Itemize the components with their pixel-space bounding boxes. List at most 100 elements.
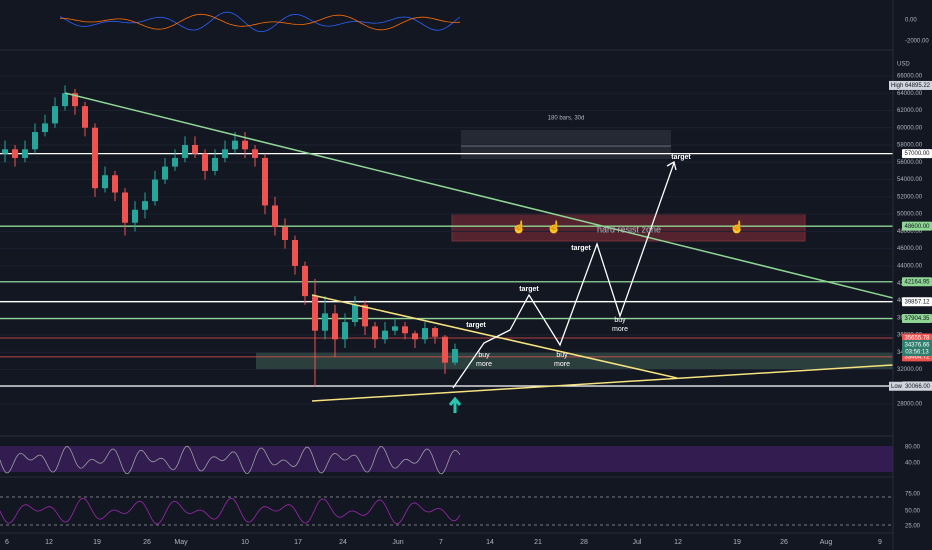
resist-zone [451,213,806,242]
y-tick-label: 62000.00 [897,108,923,114]
stoch-label: 50.00 [905,509,921,515]
x-tick-label: 26 [780,539,788,546]
candle-body [22,149,28,158]
y-tick-label: 28000.00 [897,402,923,408]
low-name: Low [891,384,903,390]
price-tag [902,149,932,159]
candle-body [432,328,438,337]
y-tick-label: 32000.00 [897,367,923,373]
x-tick-label: 7 [439,539,443,546]
candle-body [282,227,288,240]
y-tick-label: 64000.00 [897,91,923,97]
candle-body [222,149,228,158]
stoch-line [0,497,461,525]
high-value: 64895.22 [905,83,931,89]
hand-icon: ☝ [512,219,527,234]
candle-body [262,157,268,206]
candle-body [452,349,458,363]
candle-body [2,149,8,154]
low-tag [889,381,932,391]
up-arrow [448,396,462,413]
stoch-label: 25.00 [905,524,921,530]
trendline [311,364,894,402]
trendline [311,294,678,379]
x-tick-label: 12 [674,539,682,546]
candle-body [42,123,48,133]
price-tag-label: 35655.78 [904,336,930,342]
price-tag-label: 48600.00 [904,224,930,230]
y-tick-label: 66000.00 [897,73,923,79]
candle-body [32,132,38,150]
target-label: target [519,286,539,293]
y-tick-label: 46000.00 [897,246,923,252]
price-tag-label: 57000.00 [904,151,930,157]
x-tick-label: 12 [45,539,53,546]
arrow-head [666,161,677,171]
candle-body [442,336,448,363]
candle-body [132,209,138,223]
y-tick-label: 44000.00 [897,263,923,269]
y-tick-label: 60000.00 [897,125,923,131]
candle-body [142,201,148,210]
candle-body [292,240,298,266]
x-tick-label: 19 [733,539,741,546]
rsi-band [0,446,460,472]
price-tag [902,221,932,231]
hand-icon: ☝ [730,219,745,234]
low-value: 30066.00 [905,384,931,390]
candle-body [72,93,78,107]
high-tag [889,80,932,90]
target-label: target [571,245,591,252]
high-name: High [891,83,903,89]
x-tick-label: 6 [5,539,9,546]
price-tag-label: 42164.95 [904,279,930,285]
last-price-tag [902,340,932,357]
trendline [64,92,894,299]
candle-body [92,127,98,189]
candle-body [372,326,378,340]
rsi-label: 40.00 [905,461,921,467]
countdown: 03:56:13 [905,350,929,356]
y-tick-label: 50000.00 [897,212,923,218]
candle-body [322,313,328,331]
candle-body [12,149,18,158]
x-tick-label: 17 [294,539,302,546]
macd-label: -2000.00 [905,39,929,45]
target-label: target [466,322,486,329]
x-tick-label: 21 [534,539,542,546]
price-tag-label: 37904.35 [904,316,930,322]
macd-label: 0.00 [905,18,917,24]
candle-body [162,166,168,180]
candle-body [202,153,208,171]
x-tick-label: 26 [143,539,151,546]
y-tick-label: 48000.00 [897,229,923,235]
buy-more-label: more [554,361,570,368]
candle-body [122,192,128,223]
x-tick-label: 14 [486,539,494,546]
candle-body [422,328,428,340]
candle-body [172,157,178,167]
range-label: 180 bars, 30d [548,116,585,122]
candle-body [312,296,318,331]
candle-body [62,93,68,107]
resist-label: hard resist zone [597,224,661,234]
candle-body [412,333,418,340]
y-tick-label: 54000.00 [897,177,923,183]
target-label: target [671,154,691,161]
candle-body [112,175,118,193]
candle-body [392,326,398,331]
candle-body [152,179,158,202]
y-tick-label: 56000.00 [897,160,923,166]
candle-body [252,149,258,158]
candle-body [52,106,58,124]
x-tick-label: Jul [633,539,642,546]
buy-more-label: more [612,326,628,333]
support-zone [256,352,893,370]
signal-line [59,13,461,31]
price-tag [902,297,932,307]
x-tick-label: 24 [339,539,347,546]
currency: USD [897,62,910,68]
candle-body [342,322,348,340]
price-tag [902,277,932,287]
candle-body [352,304,358,323]
